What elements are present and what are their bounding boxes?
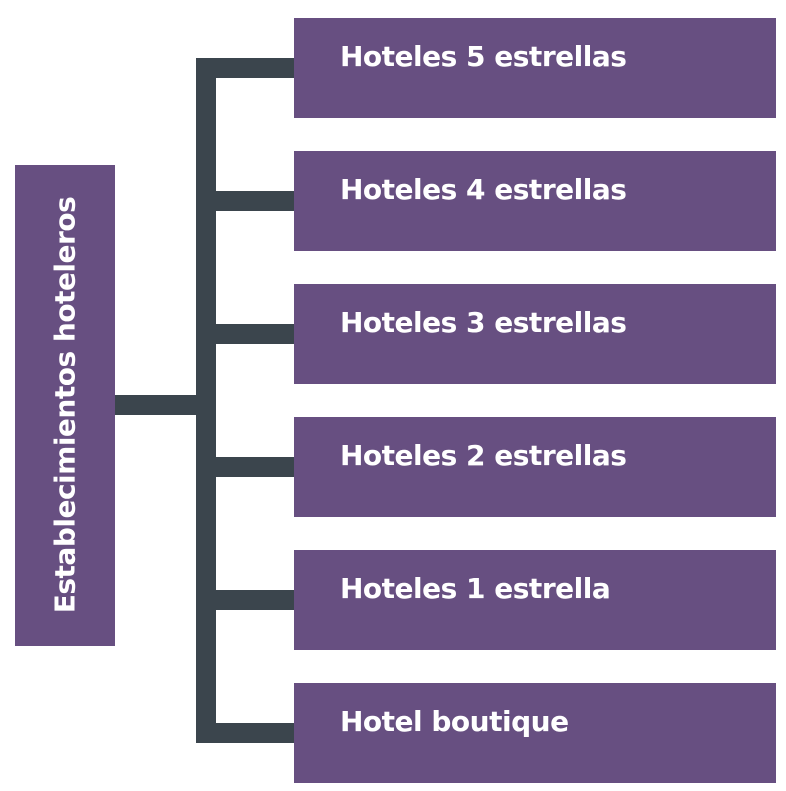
root-node-box (15, 165, 115, 646)
child-node-5-stars: Hoteles 5 estrellas (294, 18, 776, 118)
root-node-label: Establecimientos hoteleros (48, 196, 82, 614)
branch-connector-4 (196, 457, 295, 477)
branch-connector-2 (196, 191, 295, 211)
child-node-label: Hoteles 1 estrella (340, 571, 611, 605)
child-node-label: Hoteles 3 estrellas (340, 305, 627, 339)
child-node-boutique: Hotel boutique (294, 683, 776, 783)
child-node-3-stars: Hoteles 3 estrellas (294, 284, 776, 384)
child-node-label: Hotel boutique (340, 704, 569, 738)
child-node-1-star: Hoteles 1 estrella (294, 550, 776, 650)
child-node-label: Hoteles 4 estrellas (340, 172, 627, 206)
tree-spine-connector (196, 60, 216, 743)
child-node-label: Hoteles 5 estrellas (340, 39, 627, 73)
child-node-label: Hoteles 2 estrellas (340, 438, 627, 472)
root-connector (115, 395, 203, 415)
child-node-2-stars: Hoteles 2 estrellas (294, 417, 776, 517)
child-node-4-stars: Hoteles 4 estrellas (294, 151, 776, 251)
branch-connector-6 (196, 723, 295, 743)
branch-connector-5 (196, 590, 295, 610)
branch-connector-3 (196, 324, 295, 344)
branch-connector-1 (196, 58, 295, 78)
